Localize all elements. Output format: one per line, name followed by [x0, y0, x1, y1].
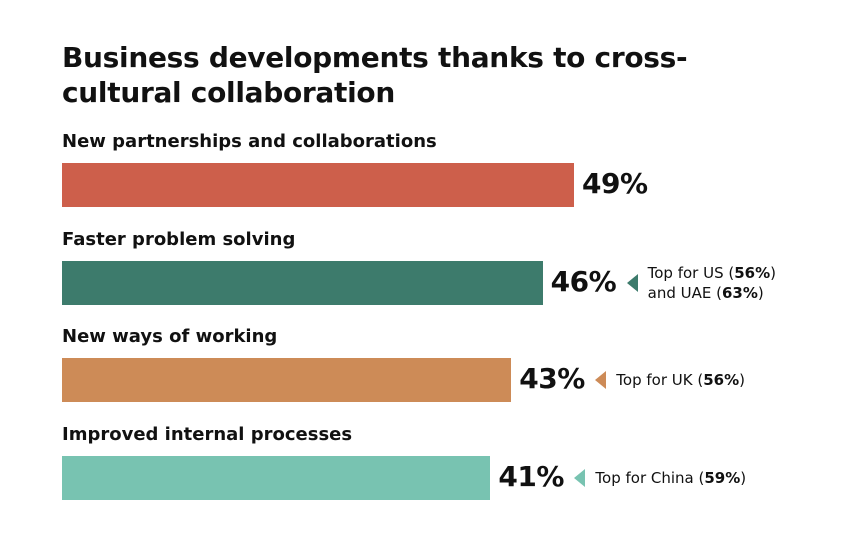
note-segment: ) — [757, 284, 764, 302]
note-text: Top for UK (56%) — [616, 370, 745, 390]
note-line: Top for China (59%) — [595, 468, 746, 488]
note-segment: Top for China ( — [595, 469, 705, 487]
bar-row: New ways of working 43% Top for UK (56%) — [0, 325, 842, 405]
bar — [62, 456, 491, 500]
category-label: Improved internal processes — [62, 424, 353, 445]
bar-row: Faster problem solving 46% Top for US (56%… — [0, 228, 842, 308]
category-label: Faster problem solving — [62, 229, 296, 250]
bar-row: New partnerships and collaborations 49% — [0, 130, 842, 210]
pointer-triangle-icon — [626, 274, 638, 292]
note-value: 56% — [734, 264, 771, 282]
pointer-triangle-icon — [574, 469, 586, 487]
country-note: Top for China (59%) — [574, 456, 746, 500]
note-segment: ) — [740, 469, 747, 487]
category-label: New ways of working — [62, 326, 278, 347]
country-note: Top for US (56%) and UAE (63%) — [626, 261, 776, 305]
note-line: Top for UK (56%) — [616, 370, 745, 390]
note-value: 59% — [704, 469, 741, 487]
value-label: 43% — [519, 362, 585, 395]
note-line: Top for US (56%) — [648, 263, 776, 283]
note-segment: ) — [770, 264, 777, 282]
chart-title: Business developments thanks to cross-cu… — [62, 41, 688, 109]
note-segment: Top for US ( — [647, 264, 735, 282]
category-label: New partnerships and collaborations — [62, 131, 437, 152]
note-text: Top for China (59%) — [595, 468, 746, 488]
note-segment: ) — [739, 371, 745, 389]
note-value: 63% — [721, 284, 758, 302]
value-label: 41% — [498, 460, 564, 493]
note-value: 56% — [703, 371, 740, 389]
note-line: and UAE (63%) — [648, 283, 776, 303]
note-segment: Top for UK ( — [616, 371, 704, 389]
value-label: 46% — [550, 265, 617, 298]
note-segment: and UAE ( — [647, 284, 722, 302]
country-note: Top for UK (56%) — [595, 358, 745, 402]
note-text: Top for US (56%) and UAE (63%) — [648, 263, 776, 303]
bar — [62, 163, 574, 207]
pointer-triangle-icon — [595, 371, 607, 389]
bar — [62, 261, 543, 305]
bar — [62, 358, 512, 402]
bar-row: Improved internal processes 41% Top for Ch… — [0, 423, 842, 503]
value-label: 49% — [582, 167, 648, 200]
